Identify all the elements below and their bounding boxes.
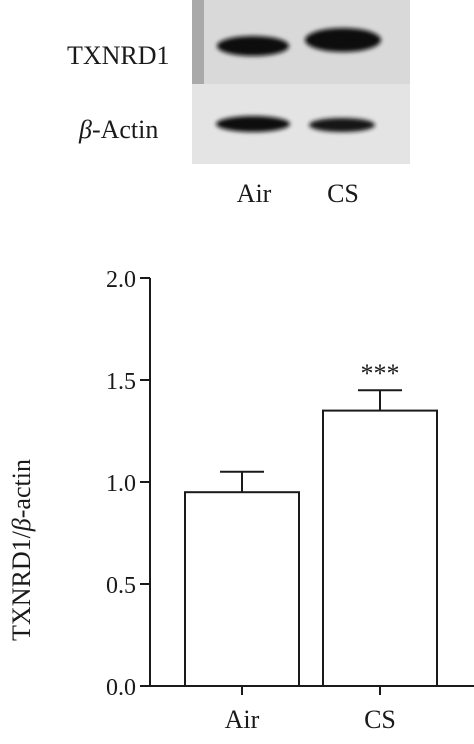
blot-row-label-actin-greek: β bbox=[79, 115, 92, 144]
x-tick-label-air: Air bbox=[225, 705, 260, 734]
band-txnrd1-cs bbox=[305, 28, 381, 52]
blot-lane-label-cs: CS bbox=[327, 179, 359, 208]
blot-lane-label-air: Air bbox=[236, 179, 272, 208]
band-actin-air bbox=[216, 116, 290, 132]
y-axis-title-greek: β bbox=[7, 518, 36, 532]
y-tick-label: 1.0 bbox=[106, 471, 136, 497]
blot-image bbox=[192, 0, 410, 164]
y-tick-label: 2.0 bbox=[106, 267, 136, 293]
blot-strip-edge bbox=[192, 0, 204, 106]
blot-row-label-txnrd1-text: TXNRD1 bbox=[67, 41, 170, 70]
significance-label: *** bbox=[361, 359, 400, 388]
y-axis-title-prefix: TXNRD1/ bbox=[7, 530, 36, 641]
chart-bars: *** bbox=[184, 359, 438, 687]
band-txnrd1-air bbox=[217, 36, 289, 56]
y-tick-label: 0.5 bbox=[106, 573, 136, 599]
bar-cs bbox=[322, 409, 438, 687]
blot-row-label-actin: β-Actin bbox=[79, 117, 158, 143]
y-axis-title-suffix: -actin bbox=[7, 459, 36, 518]
bar-air bbox=[184, 491, 300, 687]
svg-text:TXNRD1/β-actin: TXNRD1/β-actin bbox=[7, 459, 36, 641]
y-axis-title: TXNRD1/β-actin bbox=[7, 459, 36, 641]
bar-chart: TXNRD1/β-actin 0.0 0.5 1.0 1.5 2.0 Air CS *** bbox=[7, 267, 474, 734]
blot-row-label-txnrd1: TXNRD1 bbox=[67, 43, 170, 69]
blot-row-label-actin-text: -Actin bbox=[91, 115, 159, 144]
chart-axes: 0.0 0.5 1.0 1.5 2.0 Air CS bbox=[106, 267, 474, 734]
x-tick-label-cs: CS bbox=[364, 705, 396, 734]
band-actin-cs bbox=[309, 118, 375, 132]
y-tick-label: 0.0 bbox=[106, 675, 136, 701]
y-tick-label: 1.5 bbox=[106, 369, 136, 395]
